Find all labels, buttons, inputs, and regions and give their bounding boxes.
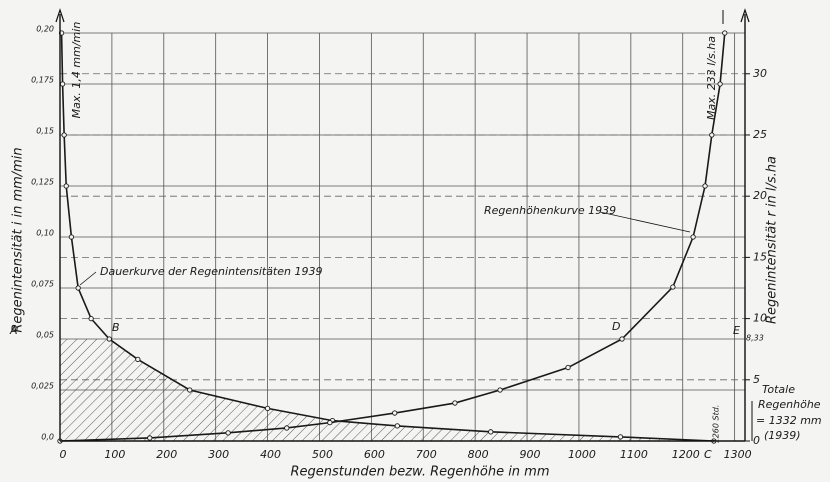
series-label: Dauerkurve der Regenintensitäten 1939 bbox=[100, 265, 322, 278]
point bbox=[75, 285, 81, 291]
point bbox=[68, 234, 75, 240]
annotation: = 1332 mm bbox=[756, 414, 822, 427]
point bbox=[690, 234, 696, 240]
point bbox=[452, 400, 458, 406]
point bbox=[565, 364, 571, 371]
annotation: 1260 Std. bbox=[712, 405, 721, 444]
x-tick-label: 300 bbox=[208, 448, 229, 461]
annotation: Max. 1,4 mm/min bbox=[70, 22, 83, 119]
y2-tick-label: 0 bbox=[753, 434, 760, 447]
point bbox=[63, 183, 69, 189]
x-tick-label: 1200 bbox=[672, 448, 700, 461]
y2-tick-label: 15 bbox=[753, 250, 767, 263]
point bbox=[284, 425, 290, 431]
point bbox=[135, 356, 141, 363]
x-tick-label: 600 bbox=[364, 448, 385, 461]
y-tick-label: 0,20 bbox=[36, 25, 54, 34]
x-tick-label: 1000 bbox=[568, 448, 596, 461]
y2-tick-label: 20 bbox=[753, 189, 767, 202]
y2-tick-label: 30 bbox=[753, 67, 767, 80]
point bbox=[670, 284, 676, 290]
y-tick-label: 0,025 bbox=[31, 382, 54, 391]
x-tick-label: 900 bbox=[520, 448, 541, 461]
point bbox=[617, 434, 624, 440]
hatched-area bbox=[60, 339, 714, 441]
point bbox=[187, 387, 193, 393]
leader-line bbox=[599, 211, 691, 233]
point bbox=[147, 435, 153, 441]
y2-tick-label: 5 bbox=[753, 373, 760, 386]
y-axis-title: Regenintensität i in mm/min bbox=[11, 147, 26, 332]
point bbox=[59, 81, 66, 87]
y-tick-label: 0,05 bbox=[36, 331, 54, 340]
annotation: (1939) bbox=[764, 429, 801, 442]
point bbox=[61, 132, 67, 138]
y-tick-label: 0,075 bbox=[31, 280, 54, 289]
y-tick-label: 0,125 bbox=[31, 178, 54, 187]
curve bbox=[60, 32, 714, 442]
y2-axis-title: Regenintensität r in l/s.ha bbox=[765, 156, 780, 324]
y2-axis-arrow bbox=[740, 8, 750, 23]
y-tick-label: 0,175 bbox=[31, 76, 54, 85]
annotation: D bbox=[612, 320, 620, 333]
point bbox=[488, 429, 494, 435]
x-tick-label: 1100 bbox=[620, 448, 648, 461]
x-tick-label: 700 bbox=[416, 448, 437, 461]
x-tick-label: 500 bbox=[312, 448, 333, 461]
y-tick-label: 0,10 bbox=[36, 229, 54, 238]
point bbox=[106, 336, 112, 342]
point bbox=[327, 419, 333, 426]
x-tick-label: 400 bbox=[260, 448, 281, 461]
point bbox=[619, 336, 625, 342]
marks bbox=[57, 30, 728, 444]
x-axis-title: Regenstunden bezw. Regenhöhe in mm bbox=[290, 465, 549, 480]
point bbox=[88, 315, 94, 322]
y2-tick-label: 10 bbox=[753, 312, 767, 325]
annotation: B bbox=[112, 321, 120, 334]
point bbox=[225, 430, 231, 436]
point bbox=[709, 132, 715, 138]
point bbox=[264, 405, 271, 412]
x-tick-label: 100 bbox=[104, 448, 125, 461]
annotation: Max. 233 l/s.ha bbox=[705, 36, 718, 120]
y-axis-arrow bbox=[55, 8, 65, 23]
y-tick-label: 0,15 bbox=[36, 127, 54, 136]
leader-line bbox=[79, 271, 97, 286]
point bbox=[702, 183, 708, 189]
point bbox=[717, 81, 723, 87]
x-tick-label: 1300 bbox=[724, 448, 752, 461]
annotation: C bbox=[704, 448, 712, 461]
series-label: Regenhöhenkurve 1939 bbox=[484, 204, 616, 217]
point bbox=[497, 387, 503, 393]
y2-tick-label: 25 bbox=[753, 128, 767, 141]
point bbox=[722, 30, 728, 36]
y-tick-label: 0,0 bbox=[41, 433, 54, 442]
annotation: Totale bbox=[762, 383, 795, 396]
annotation: A bbox=[9, 324, 18, 337]
annotation: 8,33 bbox=[746, 334, 764, 343]
annotation: E bbox=[733, 324, 740, 337]
x-tick-label: 200 bbox=[156, 448, 177, 461]
annotation: Regenhöhe bbox=[758, 398, 821, 411]
x-tick-label: 0 bbox=[60, 448, 67, 461]
x-tick-label: 800 bbox=[468, 448, 489, 461]
curve bbox=[59, 32, 726, 442]
point bbox=[394, 423, 400, 429]
point bbox=[392, 410, 398, 416]
